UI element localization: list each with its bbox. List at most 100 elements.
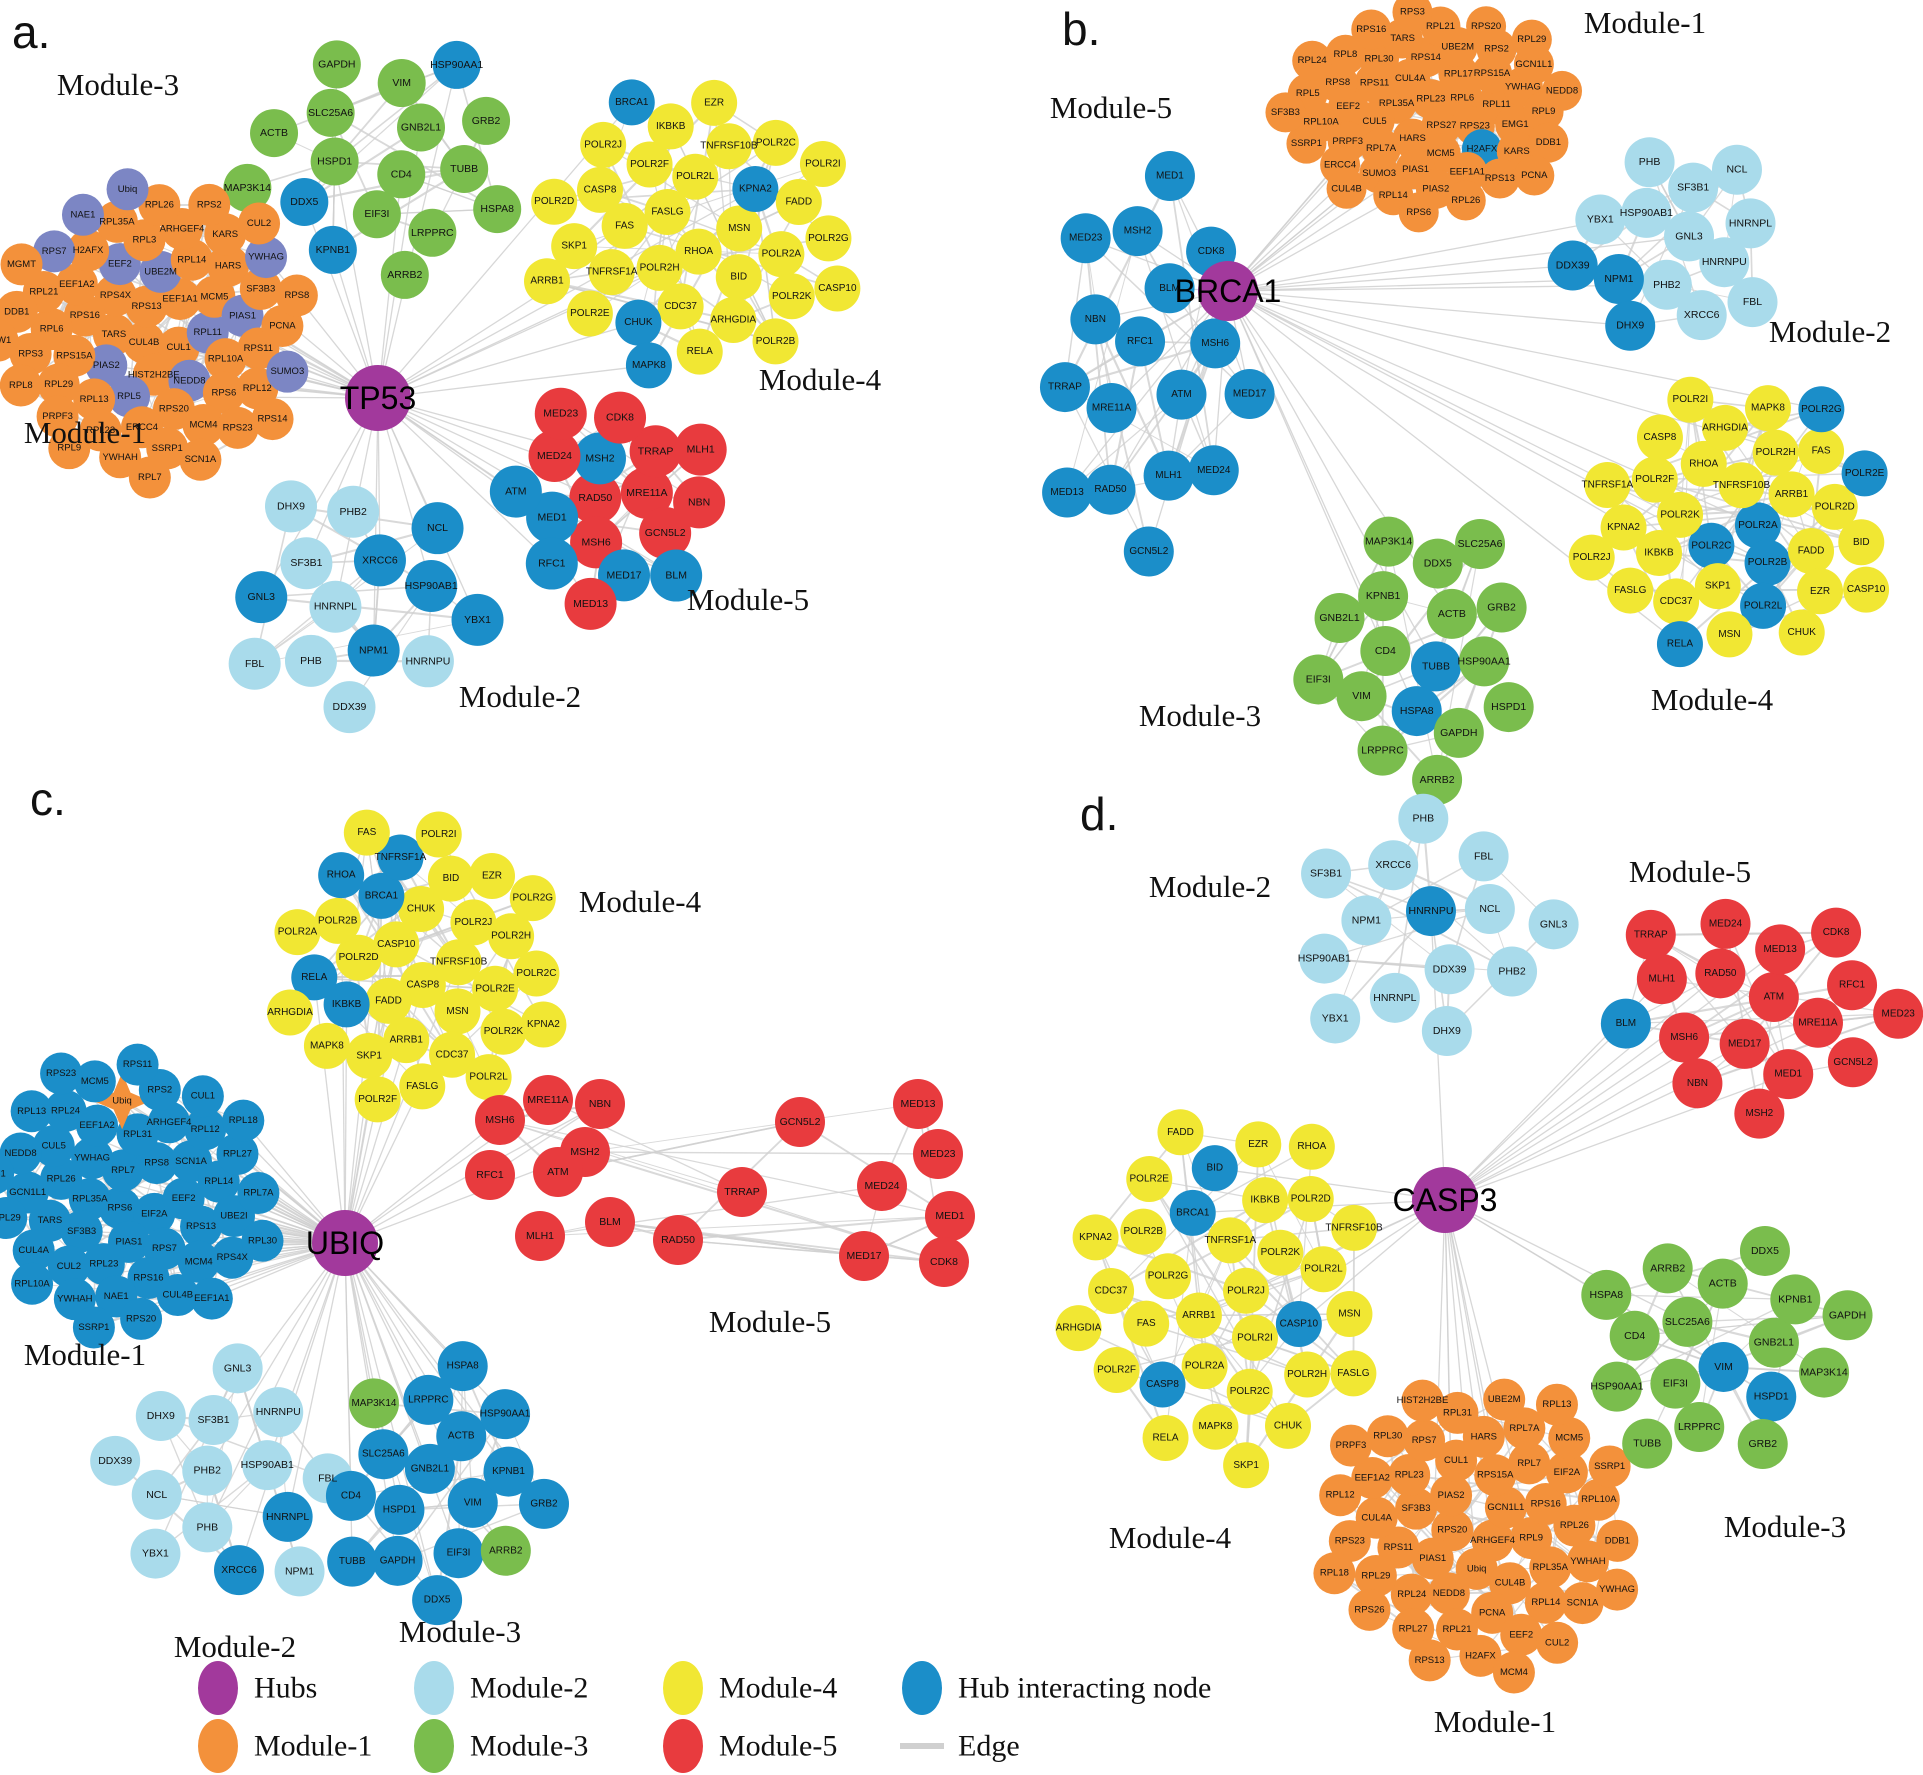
edge	[160, 1415, 328, 1480]
hub-edge	[1227, 290, 1712, 547]
node-label: HNRNPU	[256, 1406, 301, 1418]
legend-label: Module-3	[470, 1730, 588, 1763]
node-label: SUMO3	[1362, 168, 1396, 179]
node-SKP1	[1223, 1442, 1270, 1489]
node-RPL27	[1392, 1608, 1435, 1651]
panel-d-module-1	[1313, 1378, 1639, 1694]
node-POLR2L	[465, 1054, 512, 1101]
node-POLR2H	[1752, 429, 1799, 476]
node-label: VIM	[464, 1497, 482, 1508]
node-label: RPL31	[123, 1129, 152, 1140]
edge	[1066, 230, 1139, 493]
node-label: MED24	[864, 1180, 899, 1192]
node-SF3B1	[188, 1395, 239, 1446]
node-IKBKB	[647, 103, 694, 150]
node-label: RPS11	[1384, 1542, 1413, 1553]
node-label: LRPPRC	[1678, 1421, 1721, 1433]
node-label: RPL3	[133, 235, 157, 246]
node-label: POLR2H	[640, 262, 680, 273]
node-label: EEF1A1	[194, 1293, 229, 1304]
node-POLR2K	[1257, 1229, 1304, 1276]
hub-edge	[1444, 996, 1775, 1201]
node-label: DHX9	[147, 1410, 175, 1422]
hub-edge	[313, 977, 346, 1244]
node-label: CUL2	[1545, 1637, 1569, 1648]
node-label: RPS11	[244, 343, 273, 354]
node-CASP10	[814, 265, 861, 312]
node-RPL7	[1508, 1442, 1551, 1485]
node-CD4	[1609, 1310, 1660, 1361]
node-YBX1	[130, 1528, 181, 1579]
node-KPNB1	[1358, 571, 1409, 622]
node-label: POLR2I	[1237, 1332, 1273, 1343]
node-label: TNFRSF10B	[700, 141, 758, 152]
node-POLR2I	[1231, 1314, 1278, 1361]
node-label: YWHAH	[102, 452, 138, 463]
node-label: FBL	[1743, 296, 1762, 308]
node-label: DHX9	[1616, 320, 1644, 332]
node-ARHGEF4	[148, 1101, 191, 1144]
node-label: NAE1	[71, 209, 96, 220]
node-label: KPNB1	[1778, 1293, 1813, 1305]
node-YWHAG	[71, 1137, 114, 1180]
node-label: ARRB1	[390, 1035, 424, 1046]
node-PHB	[1624, 137, 1675, 188]
node-HSPD1	[1746, 1371, 1797, 1422]
node-RPL24	[1390, 1573, 1433, 1616]
node-label: Ubiq	[112, 1096, 132, 1107]
node-label: HSP90AB1	[405, 580, 458, 592]
legend-label: Module-1	[254, 1730, 372, 1763]
node-label: GCN5L2	[1833, 1057, 1872, 1068]
node-label: ARHGEF4	[1470, 1535, 1515, 1546]
node-POLR2H	[636, 244, 683, 291]
panel-b-module-5-label: Module-5	[1050, 90, 1172, 125]
node-BID	[1191, 1145, 1238, 1192]
node-label: POLR2F	[358, 1094, 397, 1105]
node-label: POLR2D	[534, 196, 574, 207]
node-POLR2L	[672, 153, 719, 200]
node-MRE11A	[523, 1075, 573, 1125]
node-label: SCN1A	[175, 1156, 207, 1167]
node-POLR2A	[1181, 1343, 1228, 1390]
node-label: POLR2L	[1304, 1264, 1343, 1275]
node-POLR2F	[1631, 456, 1678, 503]
node-label: RPL9	[1532, 106, 1556, 117]
node-label: HARS	[1471, 1431, 1497, 1442]
node-label: CDK8	[1198, 246, 1225, 257]
node-MED23	[913, 1129, 963, 1179]
node-RELA	[1656, 621, 1703, 668]
node-TRRAP	[1625, 909, 1676, 960]
hub-label-TP53: TP53	[340, 380, 416, 416]
node-YWHAH	[1566, 1540, 1609, 1583]
node-FAS	[343, 809, 390, 856]
node-label: RPL14	[1379, 190, 1408, 201]
node-RPL10A	[11, 1262, 54, 1305]
node-MLH1	[674, 423, 727, 476]
node-label: MRE11A	[1092, 403, 1132, 414]
node-MED13	[893, 1079, 943, 1129]
node-label: RPL10A	[208, 354, 244, 365]
node-label: TUBB	[1422, 660, 1450, 672]
node-label: POLR2K	[1660, 509, 1700, 520]
node-label: BRCA1	[365, 890, 399, 901]
node-KPNA2	[1072, 1214, 1119, 1261]
node-label: KPNA2	[739, 184, 772, 195]
node-SLC25A6	[358, 1429, 409, 1480]
node-HSP90AA1	[480, 1389, 531, 1440]
node-PCNA	[1514, 155, 1555, 196]
node-RPL14	[1524, 1581, 1567, 1624]
node-label: MSN	[1718, 629, 1740, 640]
node-label: HNRNPL	[266, 1511, 309, 1523]
edge	[1697, 1013, 1899, 1084]
node-RHOA	[675, 228, 722, 275]
node-SUMO3	[266, 350, 309, 393]
node-RPL23	[82, 1243, 125, 1286]
node-label: EMG1	[1502, 119, 1529, 130]
panel-letter-a: a.	[12, 6, 50, 58]
panel-c-module-1	[0, 1043, 284, 1349]
node-label: RPL35A	[72, 1194, 108, 1205]
node-label: RPL23	[1416, 94, 1445, 105]
node-label: RPL13	[17, 1106, 46, 1117]
node-label: SF3B1	[290, 557, 322, 569]
node-label: PIAS1	[1419, 1553, 1446, 1564]
